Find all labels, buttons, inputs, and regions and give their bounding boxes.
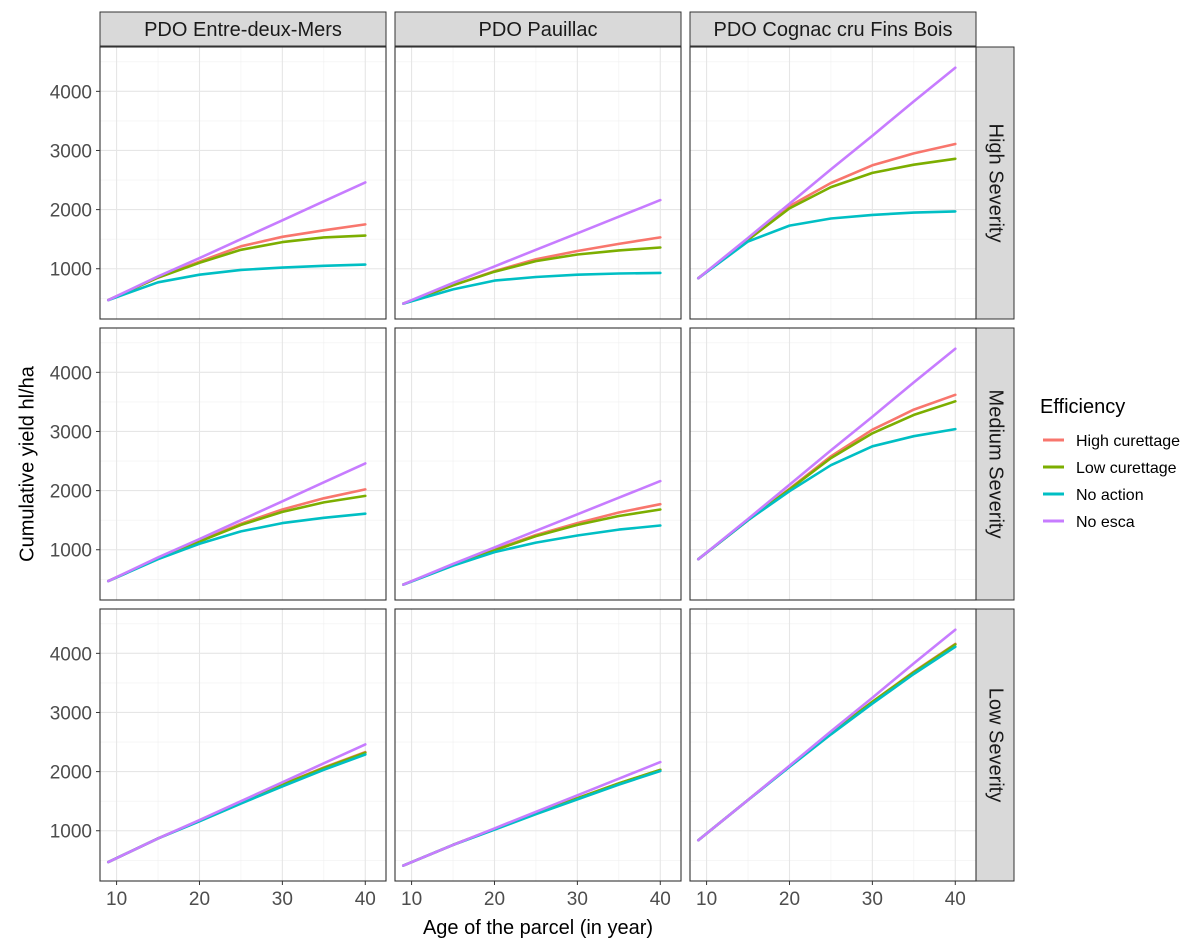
x-tick-label: 10 [401,889,422,910]
x-tick-label: 10 [106,889,127,910]
row-strip-medium-severity [975,327,1015,601]
panel-pdo-entre-deux-mers-low-severity [99,608,387,882]
series-line-no-action [402,524,662,586]
x-tick-label: 30 [272,889,293,910]
y-tick-label: 3000 [50,422,92,443]
column-strip-pdo-entre-deux-mers [99,11,387,47]
panel-background [395,609,681,881]
row-strip-label: Low Severity [985,688,1007,803]
y-tick-label: 1000 [50,822,92,843]
series-line-no-esca [697,347,957,561]
x-tick-label: 40 [945,889,966,910]
panel-pdo-entre-deux-mers-high-severity [99,46,387,320]
panel-background [395,328,681,600]
panel-pdo-entre-deux-mers-medium-severity [99,327,387,601]
panel-pdo-pauillac-medium-severity [394,327,682,601]
panel-pdo-cognac-cru-fins-bois-low-severity [689,608,977,882]
panel-border [394,608,682,882]
x-tick-label: 40 [355,889,376,910]
series-line-no-esca [107,462,367,583]
y-axis-title: Cumulative yield hl/ha [16,365,38,562]
legend-label-high-curettage: High curettage [1076,433,1180,450]
row-strip-low-severity [975,608,1015,882]
y-tick-label: 4000 [50,363,92,384]
series-line-no-esca [402,760,662,867]
legend-label-no-esca: No esca [1076,514,1135,531]
panel-background [395,47,681,319]
panel-background [690,609,976,881]
x-tick-label: 30 [567,889,588,910]
series-line-no-esca [697,628,957,842]
panel-border [99,608,387,882]
y-tick-label: 4000 [50,644,92,665]
series-line-no-action [697,210,957,280]
row-strip-high-severity [975,46,1015,320]
x-tick-label: 40 [650,889,671,910]
x-tick-label: 20 [779,889,800,910]
panel-border [689,46,977,320]
panel-background [100,47,386,319]
panel-pdo-pauillac-high-severity [394,46,682,320]
legend-title: Efficiency [1040,396,1125,418]
panel-border [99,327,387,601]
panel-border [689,327,977,601]
series-line-no-action [402,271,662,305]
column-strip-label: PDO Entre-deux-Mers [144,19,342,41]
y-tick-label: 1000 [50,260,92,281]
panel-pdo-cognac-cru-fins-bois-medium-severity [689,327,977,601]
series-line-no-esca [402,479,662,586]
y-tick-label: 3000 [50,141,92,162]
y-tick-label: 2000 [50,482,92,503]
y-tick-label: 2000 [50,763,92,784]
column-strip-label: PDO Pauillac [479,19,598,41]
legend: Efficiency High curettage Low curettage No … [1040,396,1180,531]
x-tick-label: 30 [862,889,883,910]
panel-pdo-pauillac-low-severity [394,608,682,882]
series-line-no-action [107,263,367,302]
column-strip-label: PDO Cognac cru Fins Bois [714,19,953,41]
y-tick-label: 4000 [50,82,92,103]
panel-pdo-cognac-cru-fins-bois-high-severity [689,46,977,320]
series-line-no-esca [697,66,957,280]
y-tick-label: 3000 [50,703,92,724]
series-line-no-esca [402,198,662,305]
series-line-no-action [107,512,367,583]
row-strip-label: High Severity [985,124,1007,243]
series-line-low-curettage [402,246,662,305]
x-axis-title: Age of the parcel (in year) [423,917,653,939]
y-tick-label: 1000 [50,541,92,562]
series-line-no-esca [107,743,367,864]
legend-label-low-curettage: Low curettage [1076,460,1177,477]
series-line-low-curettage [697,157,957,280]
panel-border [394,327,682,601]
panel-background [100,609,386,881]
panel-border [689,608,977,882]
row-strip-label: Medium Severity [985,390,1007,539]
legend-label-no-action: No action [1076,487,1144,504]
series-line-no-esca [107,181,367,302]
panel-border [99,46,387,320]
y-tick-label: 2000 [50,201,92,222]
panel-border [394,46,682,320]
panel-background [100,328,386,600]
x-tick-label: 20 [189,889,210,910]
column-strip-pdo-cognac-cru-fins-bois [689,11,977,47]
column-strip-pdo-pauillac [394,11,682,47]
x-tick-label: 10 [696,889,717,910]
x-tick-label: 20 [484,889,505,910]
